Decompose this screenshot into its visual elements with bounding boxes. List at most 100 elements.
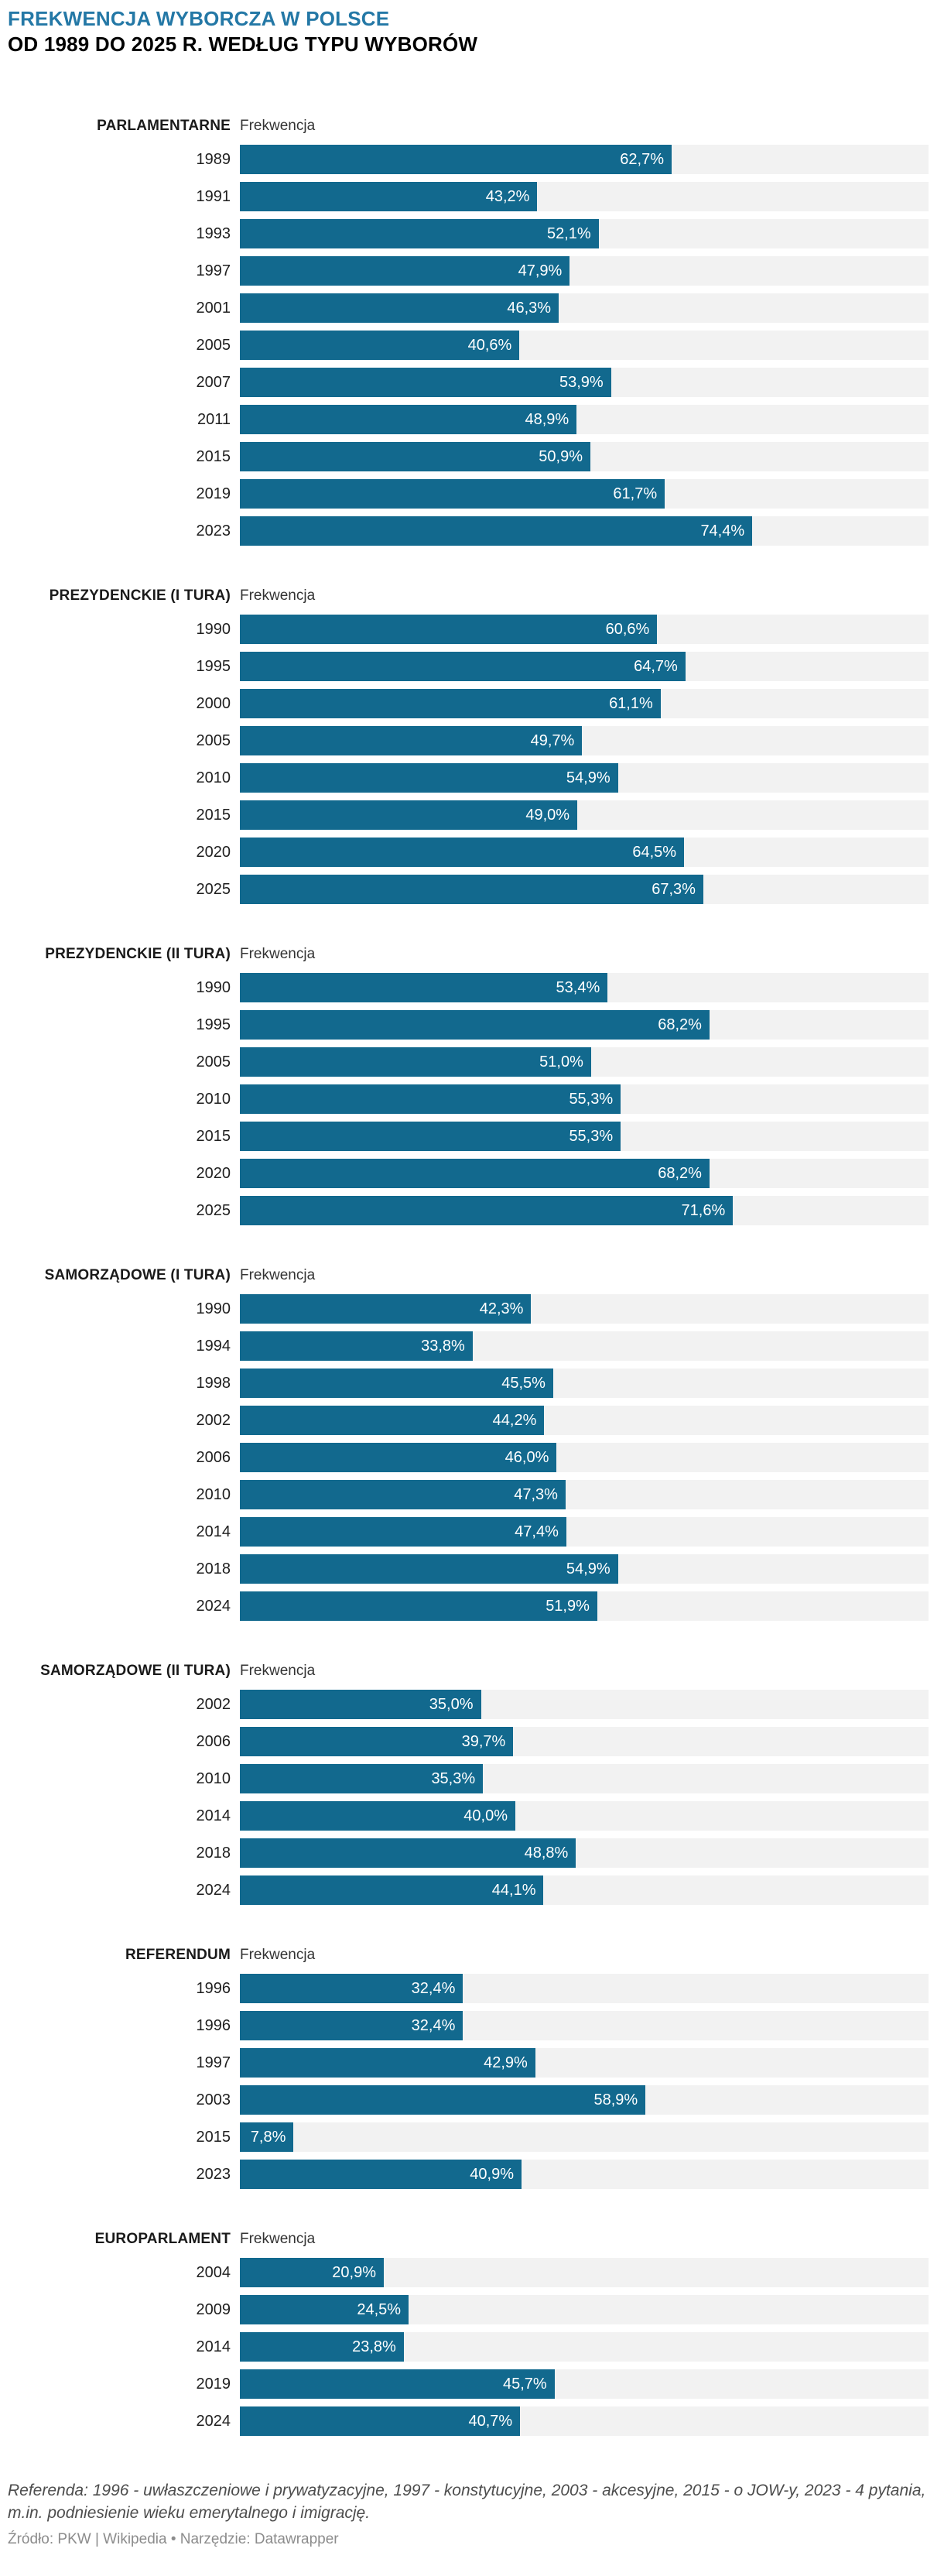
- bar-value-label: 40,0%: [463, 1807, 508, 1824]
- chart-section: PREZYDENCKIE (I TURA) Frekwencja 1990 60,6%…: [8, 587, 936, 904]
- bar-value-label: 32,4%: [411, 1979, 456, 1997]
- bar: 48,8%: [240, 1838, 576, 1868]
- chart-section: SAMORZĄDOWE (I TURA) Frekwencja 1990 42,3% 1…: [8, 1267, 936, 1621]
- bar-row: 2006 46,0%: [8, 1443, 936, 1472]
- bar-row: 2023 74,4%: [8, 516, 936, 546]
- bar-value-label: 55,3%: [569, 1127, 614, 1145]
- bar-value-label: 44,2%: [492, 1411, 537, 1429]
- bar-row: 1995 68,2%: [8, 1010, 936, 1040]
- year-label: 2023: [196, 2166, 231, 2183]
- section-header: EUROPARLAMENT Frekwencja: [8, 2231, 936, 2248]
- bar: 24,5%: [240, 2295, 409, 2324]
- year-label: 2004: [196, 2264, 231, 2281]
- bar-row: 1998 45,5%: [8, 1368, 936, 1398]
- bar-row: 2024 44,1%: [8, 1875, 936, 1905]
- bar-track: 20,9%: [240, 2258, 929, 2287]
- bar-track: 54,9%: [240, 763, 929, 793]
- year-label: 2006: [196, 1449, 231, 1466]
- bar-row: 2024 51,9%: [8, 1591, 936, 1621]
- bar-track: 35,0%: [240, 1690, 929, 1719]
- bar-value-label: 51,0%: [539, 1053, 583, 1070]
- bar-value-label: 68,2%: [658, 1016, 702, 1033]
- bar-value-label: 35,3%: [431, 1769, 476, 1787]
- bar-track: 47,4%: [240, 1517, 929, 1547]
- bar-row: 2015 7,8%: [8, 2122, 936, 2152]
- year-label: 2020: [196, 1165, 231, 1182]
- bar-value-label: 50,9%: [539, 447, 583, 465]
- bar-track: 44,2%: [240, 1406, 929, 1435]
- bar-row: 2020 64,5%: [8, 838, 936, 867]
- bar: 68,2%: [240, 1159, 710, 1188]
- bar: 35,3%: [240, 1764, 484, 1793]
- chart-section: PREZYDENCKIE (II TURA) Frekwencja 1990 53,4…: [8, 946, 936, 1225]
- bar: 42,9%: [240, 2048, 535, 2078]
- year-label: 2003: [196, 2091, 231, 2108]
- bar-track: 68,2%: [240, 1010, 929, 1040]
- bar: 60,6%: [240, 615, 658, 644]
- bar: 64,7%: [240, 652, 686, 681]
- bar: 35,0%: [240, 1690, 481, 1719]
- bar: 49,0%: [240, 800, 578, 830]
- bar-value-label: 46,0%: [504, 1448, 549, 1466]
- year-label: 2014: [196, 1523, 231, 1540]
- bar-row: 1989 62,7%: [8, 145, 936, 174]
- bar-track: 50,9%: [240, 442, 929, 471]
- bar: 40,6%: [240, 331, 520, 360]
- bar-row: 2003 58,9%: [8, 2085, 936, 2115]
- year-label: 2019: [196, 2376, 231, 2393]
- bar-track: 7,8%: [240, 2122, 929, 2152]
- bar-value-label: 62,7%: [620, 150, 665, 168]
- bar-value-label: 47,4%: [515, 1523, 559, 1540]
- bar-value-label: 68,2%: [658, 1164, 702, 1182]
- bar-track: 40,9%: [240, 2160, 929, 2189]
- bar: 54,9%: [240, 1554, 618, 1584]
- bar-value-label: 33,8%: [421, 1337, 465, 1355]
- year-label: 2014: [196, 2338, 231, 2355]
- bar: 42,3%: [240, 1294, 532, 1324]
- bar: 71,6%: [240, 1196, 734, 1225]
- bar-track: 33,8%: [240, 1331, 929, 1361]
- bar-row: 1993 52,1%: [8, 219, 936, 248]
- bar-row: 2019 61,7%: [8, 479, 936, 509]
- bar: 49,7%: [240, 726, 583, 755]
- bar-row: 1995 64,7%: [8, 652, 936, 681]
- year-label: 1991: [196, 188, 231, 205]
- chart-section: REFERENDUM Frekwencja 1996 32,4% 1996 32,4% 19…: [8, 1947, 936, 2189]
- bar: 47,3%: [240, 1480, 566, 1509]
- bar-value-label: 35,0%: [429, 1695, 474, 1713]
- section-title: PREZYDENCKIE (I TURA): [49, 587, 231, 604]
- bar: 47,9%: [240, 256, 570, 286]
- bar-track: 47,9%: [240, 256, 929, 286]
- year-label: 2007: [196, 374, 231, 391]
- bar-row: 2010 35,3%: [8, 1764, 936, 1793]
- source-line: Źródło: PKW | Wikipedia • Narzędzie: Dat…: [8, 2531, 339, 2547]
- bar-track: 48,8%: [240, 1838, 929, 1868]
- bar: 62,7%: [240, 145, 672, 174]
- bar-row: 2025 71,6%: [8, 1196, 936, 1225]
- bar-row: 2000 61,1%: [8, 689, 936, 718]
- bar-value-label: 61,1%: [609, 694, 653, 712]
- bar-value-label: 51,9%: [546, 1597, 590, 1615]
- year-label: 2015: [196, 807, 231, 824]
- bar-row: 2011 48,9%: [8, 405, 936, 434]
- value-column-header: Frekwencja: [240, 587, 316, 604]
- bar-row: 1997 47,9%: [8, 256, 936, 286]
- bar-row: 2023 40,9%: [8, 2160, 936, 2189]
- bar-track: 45,5%: [240, 1368, 929, 1398]
- bar-row: 2002 35,0%: [8, 1690, 936, 1719]
- year-label: 2024: [196, 2413, 231, 2430]
- bar-row: 2005 40,6%: [8, 331, 936, 360]
- year-label: 2018: [196, 1845, 231, 1862]
- bar-track: 42,3%: [240, 1294, 929, 1324]
- bar-value-label: 42,3%: [479, 1300, 524, 1317]
- bar-value-label: 53,4%: [556, 978, 600, 996]
- year-label: 2019: [196, 485, 231, 502]
- bar-track: 53,9%: [240, 368, 929, 397]
- bar-track: 51,9%: [240, 1591, 929, 1621]
- bar: 55,3%: [240, 1084, 621, 1114]
- bar-track: 40,6%: [240, 331, 929, 360]
- year-label: 2010: [196, 769, 231, 786]
- bar: 64,5%: [240, 838, 685, 867]
- bar-row: 1990 53,4%: [8, 973, 936, 1002]
- bar: 32,4%: [240, 1974, 463, 2003]
